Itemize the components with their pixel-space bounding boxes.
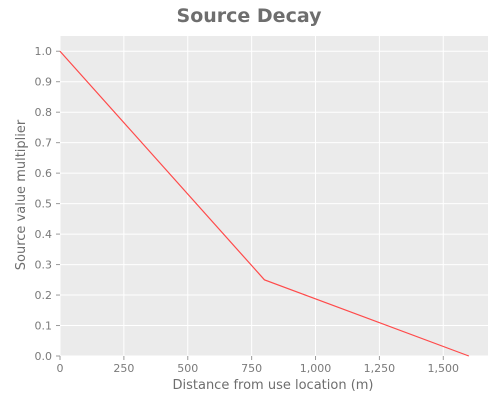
x-tick-label-1: 250 bbox=[113, 362, 134, 375]
y-tick-label-2: 0.2 bbox=[35, 289, 53, 302]
x-axis-title: Distance from use location (m) bbox=[172, 378, 373, 393]
y-tick-label-8: 0.8 bbox=[35, 106, 53, 119]
x-tick-label-6: 1,500 bbox=[428, 362, 460, 375]
y-tick-label-6: 0.6 bbox=[35, 167, 53, 180]
series-layer bbox=[59, 50, 470, 357]
x-axis-ticks: 0 250 500 750 1,000 1,250 1,500 bbox=[57, 356, 460, 375]
y-tick-label-0: 0.0 bbox=[35, 350, 53, 363]
y-axis-title: Source value multiplier bbox=[14, 119, 29, 270]
y-tick-label-7: 0.7 bbox=[35, 137, 53, 150]
x-tick-label-0: 0 bbox=[57, 362, 64, 375]
y-axis-ticks: 0.0 0.1 0.2 0.3 0.4 0.5 0.6 0.7 0.8 0.9 1.0 bbox=[35, 45, 60, 363]
y-tick-label-5: 0.5 bbox=[35, 198, 53, 211]
y-tick-label-10: 1.0 bbox=[35, 45, 53, 58]
x-tick-label-3: 750 bbox=[241, 362, 262, 375]
x-tick-label-2: 500 bbox=[177, 362, 198, 375]
chart-title: Source Decay bbox=[177, 5, 323, 27]
y-tick-label-3: 0.3 bbox=[35, 259, 53, 272]
y-tick-label-1: 0.1 bbox=[35, 320, 53, 333]
y-tick-label-9: 0.9 bbox=[35, 76, 53, 89]
x-tick-label-5: 1,250 bbox=[364, 362, 396, 375]
y-tick-label-4: 0.4 bbox=[35, 228, 53, 241]
series-line-0 bbox=[59, 50, 470, 357]
plot-background bbox=[60, 36, 488, 356]
x-tick-label-4: 1,000 bbox=[300, 362, 332, 375]
grid-lines bbox=[59, 36, 488, 357]
